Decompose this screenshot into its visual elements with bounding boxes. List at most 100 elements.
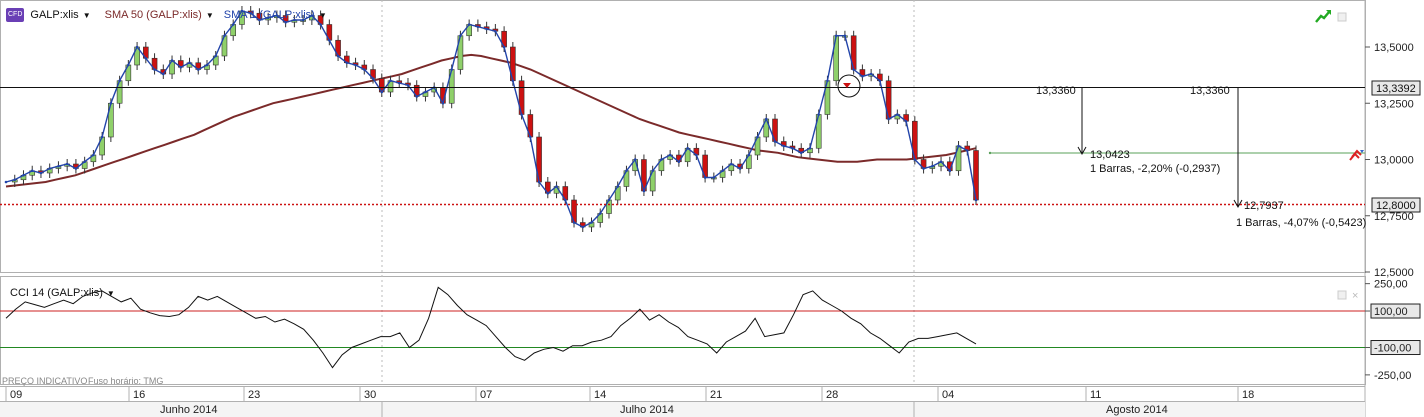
sma1-point — [764, 117, 768, 121]
cci-ytick-box — [1370, 303, 1421, 319]
sma1-point — [380, 90, 384, 94]
sma1-point — [808, 146, 812, 150]
date-tick-label: 21 — [710, 389, 722, 401]
date-tick-label: 30 — [364, 389, 376, 401]
sma1-point — [170, 59, 174, 62]
sma1-point — [424, 90, 427, 94]
sma1-point — [695, 153, 698, 157]
sma1-point — [834, 34, 838, 38]
sma1-point — [109, 101, 113, 105]
sma1-dropdown-icon[interactable]: ▼ — [318, 10, 327, 20]
footer-price-indicative: PREÇO INDICATIVO — [2, 376, 87, 386]
price-ytick-label: 13,0000 — [1374, 155, 1414, 167]
sma1-point — [572, 221, 576, 224]
sma1-point — [791, 146, 794, 150]
tag-low-price: 12,8000 — [1376, 200, 1416, 212]
price-ytick-label: 12,7500 — [1374, 211, 1414, 223]
sma1-point — [319, 23, 322, 26]
sma1-legend[interactable]: SMA 1 (GALP:xlis) — [223, 9, 315, 21]
sma1-point — [878, 79, 882, 83]
sma50-legend[interactable]: SMA 50 (GALP:xlis) — [104, 9, 202, 21]
maximize-icon[interactable] — [1337, 12, 1347, 22]
sma1-point — [861, 74, 864, 78]
sma1-point — [703, 176, 707, 179]
sma1-point — [293, 18, 296, 22]
trend-up-icon[interactable] — [1315, 10, 1331, 23]
cci-ytick-label: -250,00 — [1374, 370, 1411, 382]
circle-marker[interactable] — [837, 74, 861, 98]
sma1-point — [179, 65, 183, 69]
alert-arrows-icon[interactable] — [1349, 149, 1362, 161]
sma1-point — [668, 153, 672, 157]
cci-close-icon[interactable]: × — [1352, 290, 1358, 302]
sma1-point — [441, 101, 445, 105]
symbol-dropdown-icon[interactable]: ▼ — [82, 10, 91, 20]
sma1-point — [485, 27, 488, 31]
sma1-point — [616, 185, 620, 188]
sma1-point — [738, 167, 742, 170]
cfd-badge: CFD — [6, 8, 25, 22]
sma1-point — [581, 225, 585, 229]
cci-dropdown-icon[interactable]: ▼ — [106, 288, 115, 298]
sma1-point — [362, 68, 366, 71]
chevron-down-icon[interactable] — [1360, 150, 1364, 153]
sma1-point — [555, 185, 558, 188]
annotation-level-right: 13,3360 — [1190, 85, 1230, 97]
sma1-point — [30, 169, 34, 173]
sma1-point — [799, 151, 803, 155]
sma1-point — [913, 158, 917, 161]
sma1-point — [756, 135, 759, 139]
sma1-point — [284, 20, 287, 24]
cci-header: CCI 14 (GALP:xlis) ▼ — [10, 287, 115, 299]
sma1-point — [476, 25, 480, 29]
sma1-point — [258, 18, 261, 22]
sma1-point — [494, 29, 497, 33]
sma1-point — [721, 169, 724, 173]
symbol-label[interactable]: GALP:xlis — [30, 9, 79, 21]
sma50-dropdown-icon[interactable]: ▼ — [205, 10, 214, 20]
date-tick-label: 07 — [480, 389, 492, 401]
sma1-point — [83, 160, 86, 164]
sma1-point — [275, 14, 279, 17]
sma50-line[interactable] — [5, 53, 977, 188]
sma1-line[interactable] — [5, 10, 977, 228]
footer-timezone: Fuso horário: TMG — [88, 376, 163, 386]
sma1-point — [642, 189, 646, 193]
cci-line[interactable] — [5, 286, 977, 369]
sma1-point — [747, 153, 751, 157]
sma1-point — [57, 164, 60, 168]
month-axis-band — [0, 402, 1365, 417]
price-ytick-label: 13,2500 — [1374, 98, 1414, 110]
annotation-target1-desc: 1 Barras, -2,20% (-0,2937) — [1090, 163, 1220, 175]
sma1-point — [39, 171, 43, 175]
sma1-point — [328, 38, 331, 42]
chart-header: CFD GALP:xlis ▼ SMA 50 (GALP:xlis) ▼ SMA… — [6, 8, 327, 22]
sma1-point — [74, 167, 78, 170]
date-tick-label: 23 — [248, 389, 260, 401]
sma1-point — [922, 167, 925, 170]
sma1-point — [529, 135, 532, 139]
sma1-point — [782, 144, 786, 148]
sma1-point — [266, 16, 270, 20]
projection-arrow-1-head — [1077, 146, 1087, 156]
sma1-point — [459, 34, 462, 38]
cci-title[interactable]: CCI 14 (GALP:xlis) — [10, 287, 103, 299]
sma1-point — [537, 180, 541, 184]
sma1-point — [415, 95, 419, 98]
sma1-point — [843, 34, 847, 38]
sma1-point — [205, 63, 209, 67]
tag-current-price: 13,3392 — [1376, 83, 1416, 95]
cci-maximize-icon[interactable] — [1337, 290, 1347, 300]
sma1-point — [773, 140, 777, 143]
sma1-point — [563, 198, 567, 202]
sell-marker-icon — [843, 83, 851, 88]
date-tick-label: 14 — [594, 389, 606, 401]
sma1-point — [240, 9, 244, 13]
sma1-point — [852, 68, 855, 71]
sma1-point — [598, 212, 602, 215]
sma1-point — [607, 198, 611, 202]
sma1-point — [730, 162, 733, 166]
sma1-point — [354, 63, 357, 67]
sma1-point — [397, 81, 401, 85]
